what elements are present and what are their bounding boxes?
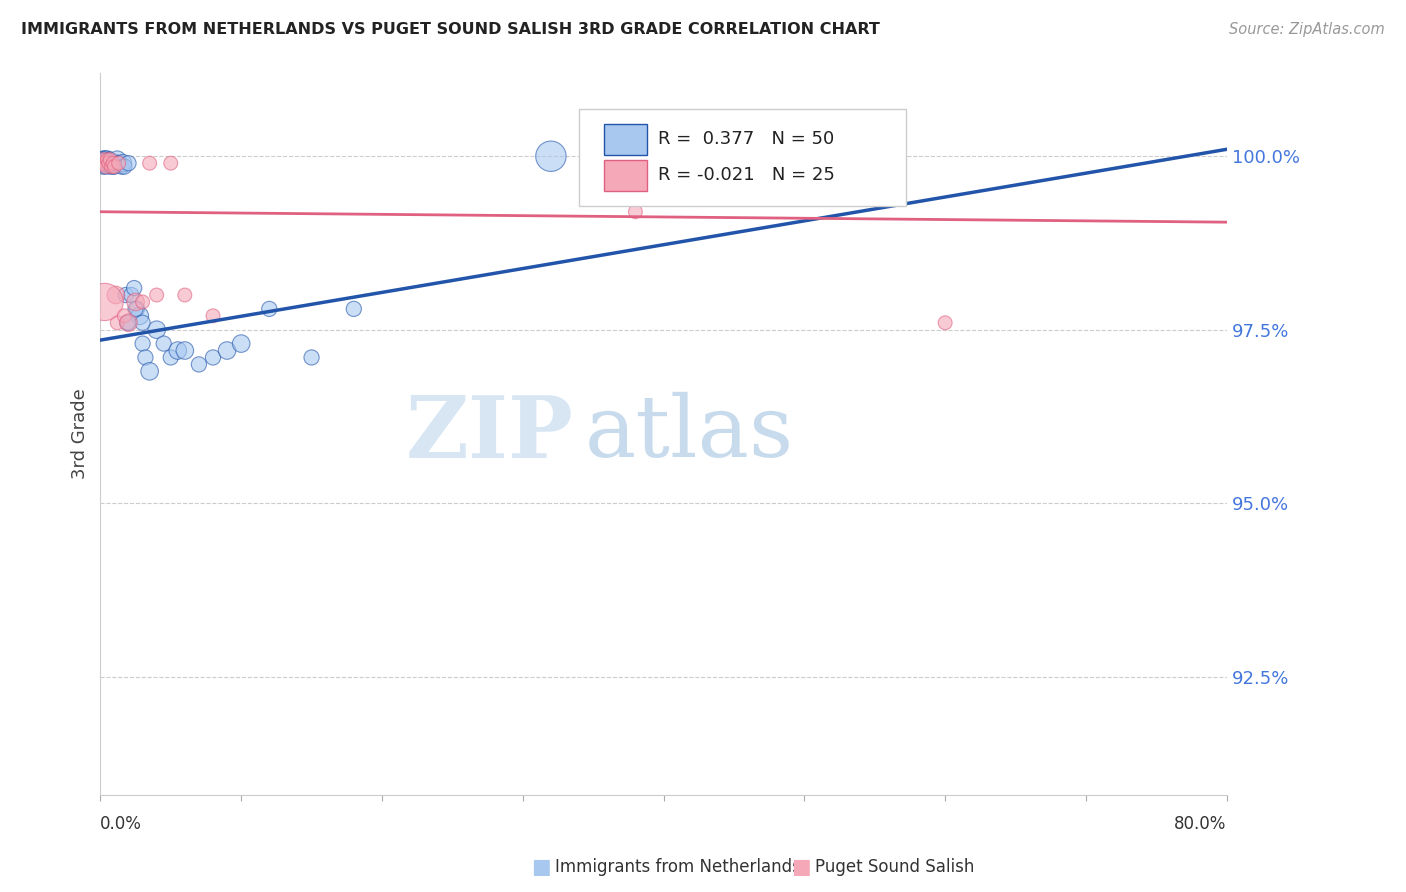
Point bbox=[166, 343, 188, 358]
FancyBboxPatch shape bbox=[603, 161, 647, 191]
Point bbox=[94, 160, 117, 174]
Point bbox=[93, 156, 115, 170]
Point bbox=[201, 351, 224, 365]
Point bbox=[159, 156, 181, 170]
Point bbox=[90, 156, 112, 170]
Point bbox=[112, 309, 135, 323]
Text: ZIP: ZIP bbox=[406, 392, 574, 475]
Point bbox=[105, 153, 128, 167]
Text: ■: ■ bbox=[792, 857, 811, 877]
Point bbox=[540, 149, 562, 163]
Point bbox=[96, 153, 118, 167]
Point bbox=[107, 156, 129, 170]
Point bbox=[91, 160, 114, 174]
FancyBboxPatch shape bbox=[579, 109, 905, 206]
Point bbox=[105, 316, 128, 330]
Point bbox=[217, 343, 239, 358]
Point bbox=[111, 156, 134, 170]
Point bbox=[101, 156, 124, 170]
Point bbox=[96, 153, 118, 167]
Point bbox=[94, 160, 117, 174]
Point bbox=[103, 160, 125, 174]
Point bbox=[124, 295, 146, 310]
Point bbox=[152, 336, 174, 351]
Point bbox=[343, 301, 366, 316]
FancyBboxPatch shape bbox=[603, 124, 647, 154]
Point bbox=[98, 153, 121, 167]
Point bbox=[98, 153, 121, 167]
Point bbox=[93, 295, 115, 310]
Point bbox=[259, 301, 281, 316]
Point bbox=[128, 309, 150, 323]
Point bbox=[187, 358, 209, 372]
Text: Source: ZipAtlas.com: Source: ZipAtlas.com bbox=[1229, 22, 1385, 37]
Point bbox=[101, 160, 124, 174]
Point bbox=[91, 153, 114, 167]
Point bbox=[104, 288, 127, 302]
Point bbox=[122, 281, 145, 295]
Text: Puget Sound Salish: Puget Sound Salish bbox=[815, 858, 974, 876]
Point bbox=[110, 160, 132, 174]
Point bbox=[114, 288, 136, 302]
Point bbox=[97, 156, 120, 170]
Point bbox=[104, 156, 127, 170]
Point bbox=[120, 288, 142, 302]
Text: R =  0.377   N = 50: R = 0.377 N = 50 bbox=[658, 130, 834, 148]
Point bbox=[934, 316, 956, 330]
Point bbox=[103, 160, 125, 174]
Point bbox=[145, 323, 167, 337]
Point bbox=[112, 160, 135, 174]
Point bbox=[231, 336, 253, 351]
Point bbox=[100, 156, 122, 170]
Point bbox=[124, 301, 146, 316]
Point bbox=[107, 156, 129, 170]
Point bbox=[125, 301, 148, 316]
Point bbox=[91, 153, 114, 167]
Point bbox=[103, 156, 125, 170]
Y-axis label: 3rd Grade: 3rd Grade bbox=[72, 388, 89, 479]
Text: R = -0.021   N = 25: R = -0.021 N = 25 bbox=[658, 167, 835, 185]
Point bbox=[96, 156, 118, 170]
Point bbox=[100, 160, 122, 174]
Point bbox=[93, 153, 115, 167]
Point bbox=[624, 204, 647, 219]
Text: 80.0%: 80.0% bbox=[1174, 815, 1227, 833]
Point bbox=[131, 336, 153, 351]
Point bbox=[201, 309, 224, 323]
Text: IMMIGRANTS FROM NETHERLANDS VS PUGET SOUND SALISH 3RD GRADE CORRELATION CHART: IMMIGRANTS FROM NETHERLANDS VS PUGET SOU… bbox=[21, 22, 880, 37]
Point bbox=[145, 288, 167, 302]
Point bbox=[115, 316, 138, 330]
Point bbox=[117, 316, 139, 330]
Text: ■: ■ bbox=[531, 857, 551, 877]
Point bbox=[159, 351, 181, 365]
Point bbox=[97, 156, 120, 170]
Text: atlas: atlas bbox=[585, 392, 794, 475]
Point bbox=[138, 156, 160, 170]
Point bbox=[173, 288, 195, 302]
Point bbox=[301, 351, 323, 365]
Point bbox=[108, 156, 131, 170]
Point bbox=[131, 295, 153, 310]
Point bbox=[93, 156, 115, 170]
Point bbox=[117, 156, 139, 170]
Point bbox=[94, 153, 117, 167]
Text: Immigrants from Netherlands: Immigrants from Netherlands bbox=[555, 858, 801, 876]
Point bbox=[134, 351, 156, 365]
Point bbox=[173, 343, 195, 358]
Point bbox=[90, 156, 112, 170]
Text: 0.0%: 0.0% bbox=[100, 815, 142, 833]
Point bbox=[97, 153, 120, 167]
Point bbox=[117, 316, 139, 330]
Point bbox=[98, 160, 121, 174]
Point bbox=[138, 364, 160, 378]
Point bbox=[131, 316, 153, 330]
